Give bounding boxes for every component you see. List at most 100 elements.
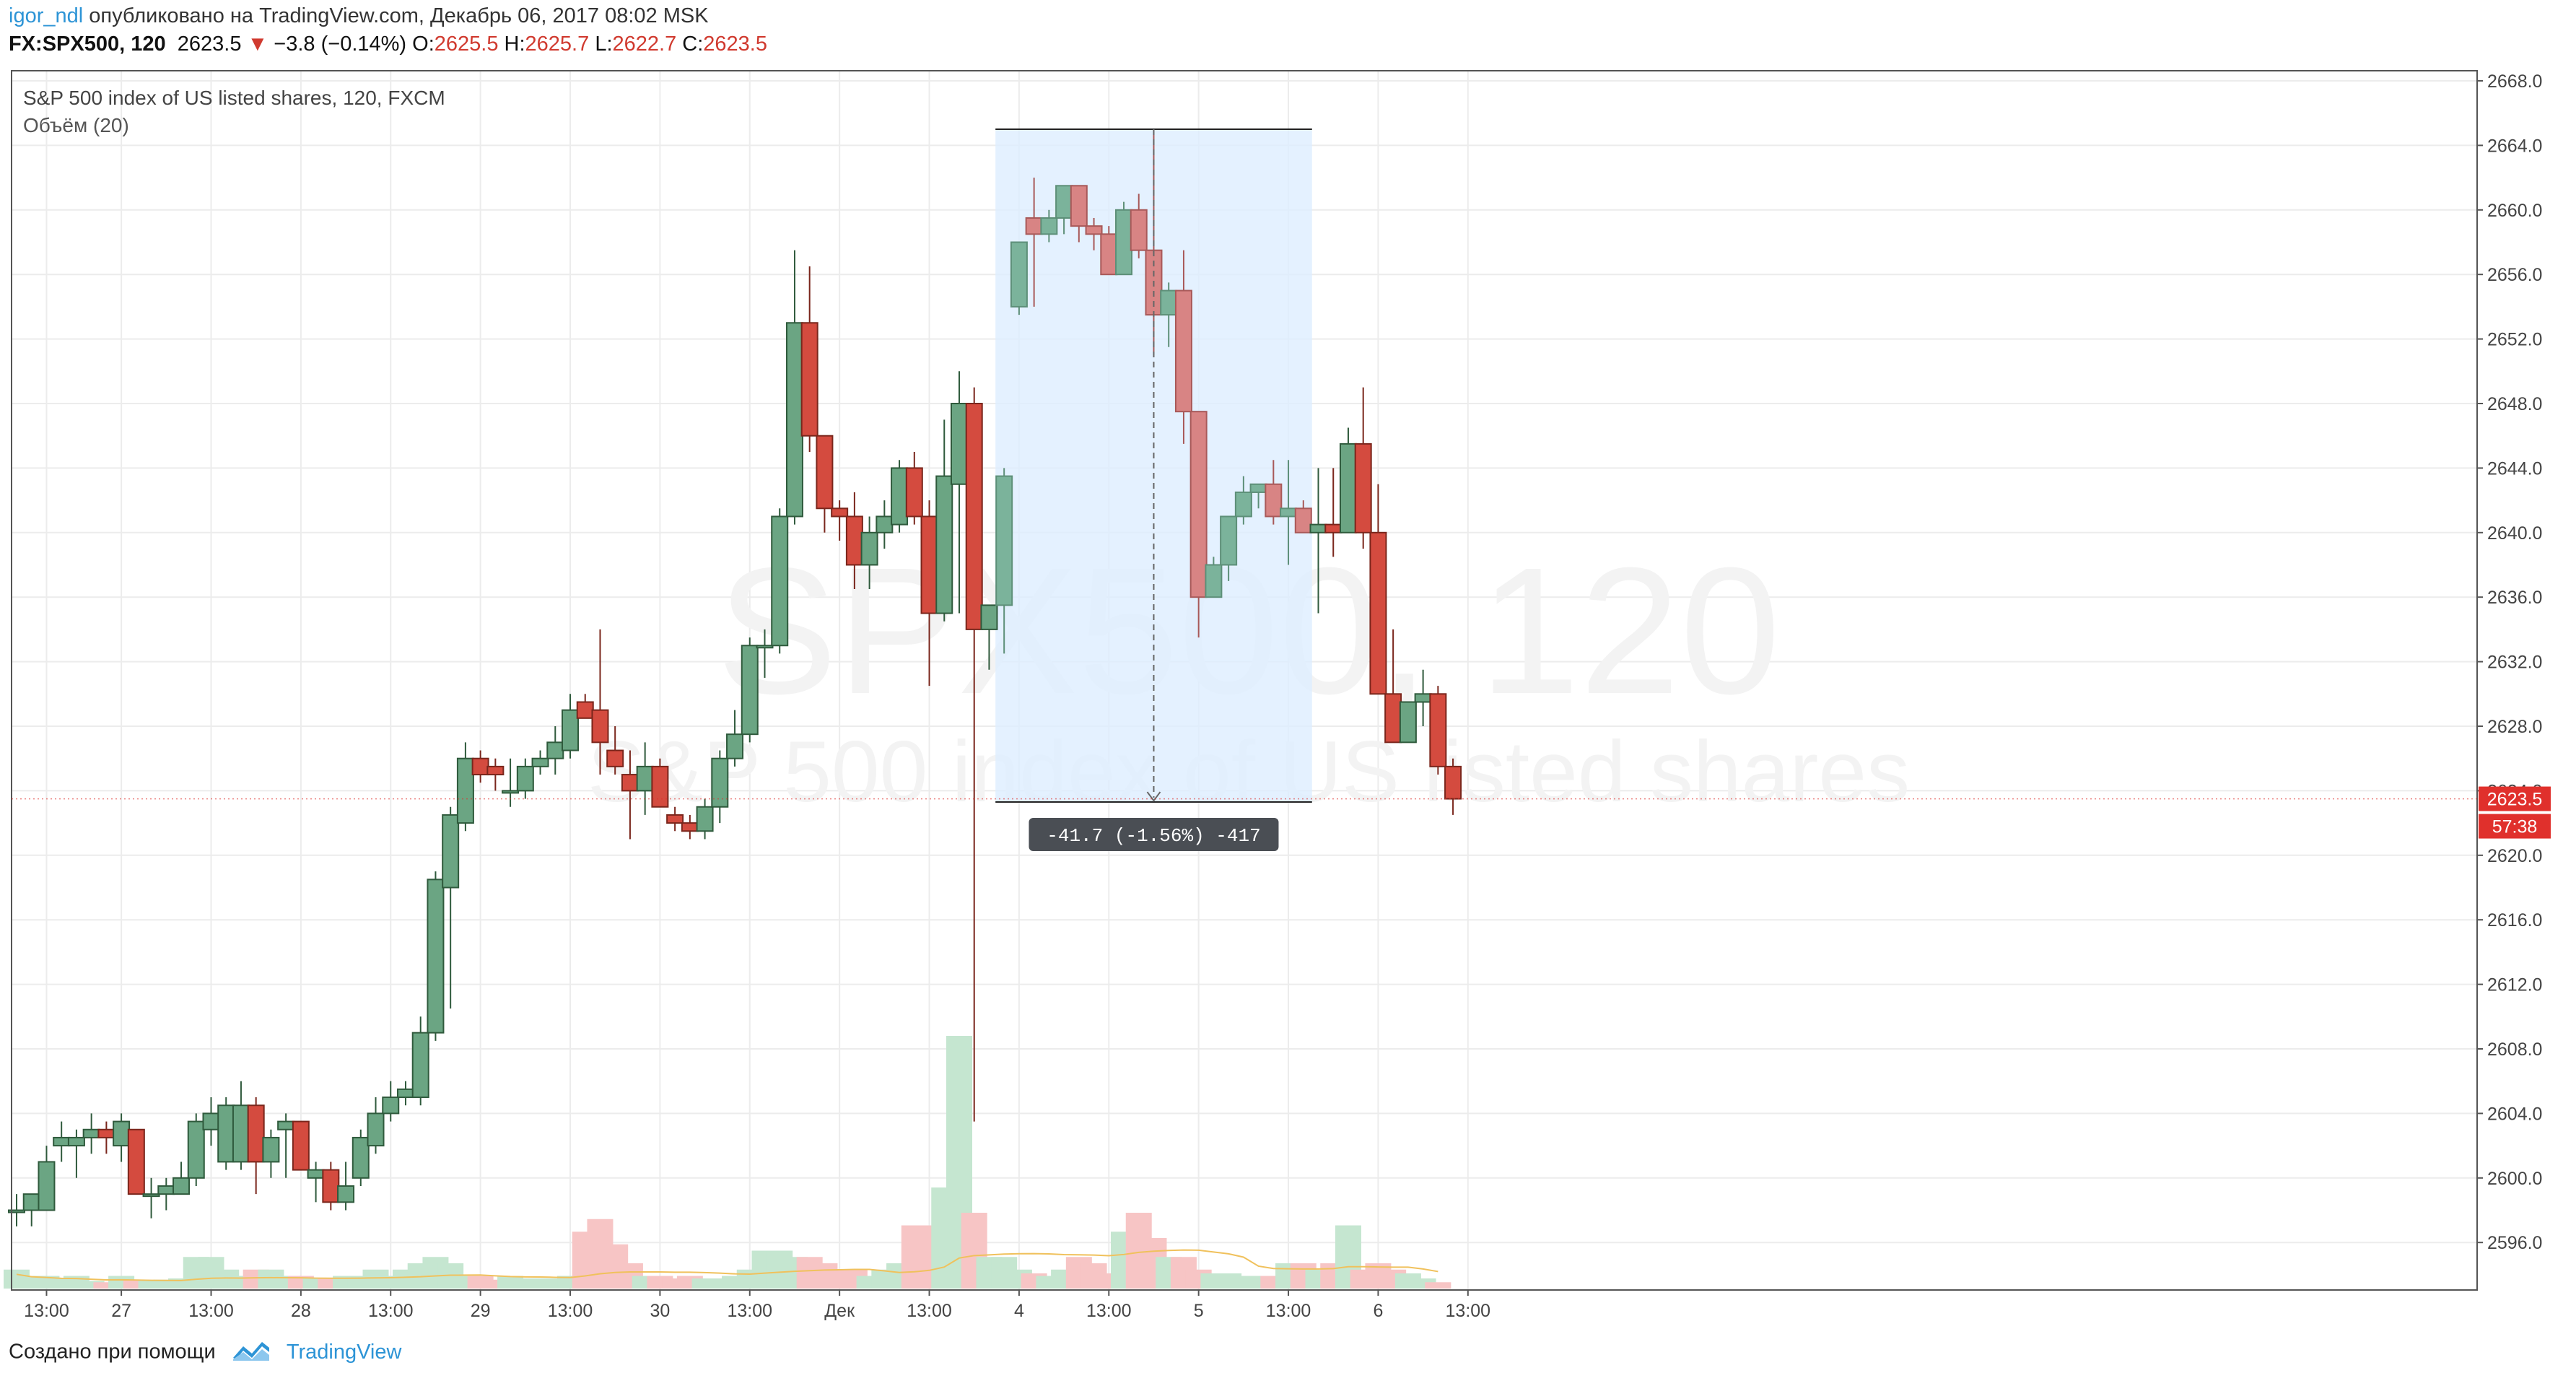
x-tick-label: 13:00	[548, 1301, 593, 1321]
candle-body	[1025, 217, 1043, 235]
volume-bar	[138, 1281, 165, 1289]
candle	[337, 1161, 355, 1211]
candle-body	[935, 475, 953, 614]
candle-body	[891, 467, 909, 526]
candle	[1399, 701, 1417, 744]
candle	[591, 629, 609, 775]
candle	[382, 1081, 400, 1122]
last-price-tag	[2479, 786, 2551, 811]
candle	[1070, 185, 1088, 243]
candle	[726, 710, 744, 767]
volume-ma-line	[16, 1249, 1438, 1281]
candle-body	[173, 1177, 191, 1195]
candle	[322, 1161, 340, 1211]
candle	[8, 1194, 25, 1226]
candle-body	[307, 1169, 325, 1179]
candle-body	[950, 403, 968, 485]
candle	[576, 694, 594, 719]
candle	[1040, 209, 1058, 243]
candle	[950, 371, 968, 614]
candle-body	[1115, 209, 1133, 276]
candle-body	[1414, 693, 1432, 703]
candle-body	[1055, 185, 1073, 219]
candle	[502, 758, 520, 807]
candle	[905, 452, 923, 525]
legend-title: S&P 500 index of US listed shares, 120, …	[23, 87, 445, 109]
candle	[516, 758, 534, 799]
candle-body	[292, 1120, 310, 1171]
candle	[1294, 500, 1312, 533]
symbol-ohlc-line: FX:SPX500, 120 2623.5 ▼ −3.8 (−0.14%) O:…	[9, 32, 767, 56]
candle-body	[1040, 217, 1058, 235]
candle-body	[666, 814, 684, 824]
author-link[interactable]: igor_ndl	[9, 4, 84, 27]
candle	[651, 758, 669, 808]
y-tick-label: 2652.0	[2487, 330, 2542, 350]
candle	[411, 1016, 429, 1106]
candle	[965, 387, 983, 1122]
candle	[67, 1129, 85, 1178]
candle	[1354, 387, 1372, 549]
candle	[816, 435, 834, 533]
volume-bar	[78, 1281, 105, 1289]
candle	[546, 726, 564, 775]
measure-arrow-head-icon	[1146, 791, 1161, 802]
candle-body	[382, 1097, 400, 1115]
candle	[621, 750, 639, 840]
x-tick-label: 13:00	[24, 1301, 69, 1321]
candle-body	[486, 765, 505, 776]
candle-body	[456, 757, 474, 824]
low-label: L:	[595, 32, 613, 56]
candle-body	[1234, 491, 1252, 518]
candle-body	[636, 765, 654, 792]
candle	[531, 750, 549, 775]
created-with-text: Создано при помощи	[9, 1340, 216, 1364]
candle-body	[1100, 233, 1118, 276]
tradingview-link[interactable]: TradingView	[286, 1340, 402, 1364]
volume-bar	[1425, 1282, 1451, 1289]
candle-body	[427, 879, 445, 1034]
x-tick-label: 13:00	[1086, 1301, 1132, 1321]
candle-body	[22, 1193, 40, 1211]
candle	[352, 1129, 370, 1186]
x-tick-label: Дек	[824, 1301, 855, 1321]
candle	[187, 1113, 205, 1186]
footer: Создано при помощи TradingView	[9, 1338, 401, 1368]
bar-timer-tag	[2479, 814, 2551, 839]
candle-body	[1265, 483, 1283, 518]
candle	[995, 468, 1013, 654]
down-triangle-icon: ▼	[247, 32, 268, 56]
candle	[1339, 427, 1357, 533]
candle-body	[232, 1104, 250, 1163]
candle-body	[157, 1185, 175, 1195]
candle-body	[38, 1161, 56, 1211]
candle	[1085, 217, 1103, 250]
candles	[8, 129, 1462, 1226]
y-tick-label: 2636.0	[2487, 588, 2542, 608]
candle-body	[1369, 531, 1387, 695]
last-price: 2623.5	[177, 32, 242, 56]
candle	[486, 758, 505, 791]
candle-body	[546, 741, 564, 759]
low-value: 2622.7	[612, 32, 677, 56]
candle	[82, 1113, 100, 1154]
candle-body	[516, 765, 534, 792]
candle	[173, 1161, 191, 1195]
plot-frame	[11, 70, 2478, 1291]
candle	[38, 1146, 56, 1211]
candle	[217, 1097, 235, 1170]
candle-body	[97, 1128, 115, 1138]
candle	[1189, 411, 1208, 638]
x-tick-label: 29	[471, 1301, 491, 1321]
y-tick-label: 2620.0	[2487, 846, 2542, 866]
candle-body	[696, 806, 714, 832]
candle-body	[1324, 523, 1342, 533]
candle-body	[1249, 483, 1267, 493]
y-tick-label: 2628.0	[2487, 717, 2542, 737]
candle-body	[53, 1136, 71, 1147]
candle	[606, 726, 624, 775]
candle-body	[262, 1136, 280, 1163]
candle	[367, 1097, 385, 1154]
candle-body	[113, 1120, 131, 1147]
